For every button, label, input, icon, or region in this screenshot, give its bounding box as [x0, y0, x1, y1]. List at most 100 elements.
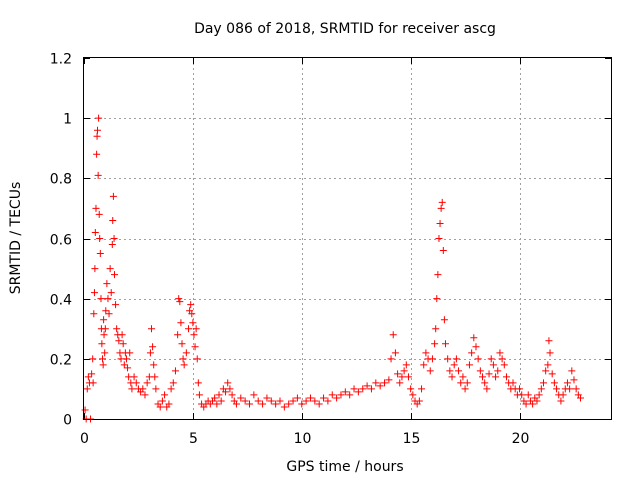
- data-point: [161, 391, 169, 399]
- data-point: [107, 289, 115, 297]
- data-point: [128, 385, 136, 393]
- data-point: [226, 385, 234, 393]
- data-point: [324, 397, 332, 405]
- data-point: [422, 349, 430, 357]
- data-point: [537, 385, 545, 393]
- data-point: [568, 367, 576, 375]
- data-point: [91, 265, 99, 273]
- data-point: [389, 331, 397, 339]
- data-point: [385, 376, 393, 384]
- data-point: [193, 355, 201, 363]
- data-point: [191, 343, 199, 351]
- data-point: [489, 361, 497, 369]
- data-point: [188, 310, 196, 318]
- data-point: [522, 400, 530, 408]
- data-point: [333, 394, 341, 402]
- data-point: [95, 210, 103, 218]
- data-point: [448, 373, 456, 381]
- data-point: [132, 379, 140, 387]
- data-point: [175, 295, 183, 303]
- data-point: [428, 355, 436, 363]
- data-point: [232, 400, 240, 408]
- data-point: [441, 340, 449, 348]
- data-point: [152, 385, 160, 393]
- data-point: [174, 331, 182, 339]
- data-point: [130, 373, 138, 381]
- data-point: [99, 355, 107, 363]
- y-tick-label: 0.6: [50, 233, 72, 249]
- data-point: [217, 397, 225, 405]
- data-point: [151, 373, 159, 381]
- data-point: [407, 385, 415, 393]
- data-point: [187, 301, 195, 309]
- data-point: [566, 385, 574, 393]
- data-point: [432, 325, 440, 333]
- data-point: [359, 385, 367, 393]
- data-point: [94, 126, 102, 134]
- data-point: [298, 400, 306, 408]
- y-tick-label: 0: [63, 413, 72, 429]
- data-point: [180, 361, 188, 369]
- data-point: [105, 310, 113, 318]
- x-tick-label: 10: [294, 431, 312, 447]
- data-point: [494, 367, 502, 375]
- data-point: [400, 367, 408, 375]
- data-point: [213, 400, 221, 408]
- data-point: [306, 394, 314, 402]
- data-point: [119, 340, 127, 348]
- data-point: [444, 355, 452, 363]
- data-point: [97, 295, 105, 303]
- data-point: [529, 400, 537, 408]
- data-point: [246, 400, 254, 408]
- data-point: [108, 241, 116, 249]
- data-point: [120, 361, 128, 369]
- x-tick-label: 15: [403, 431, 421, 447]
- data-point: [535, 391, 543, 399]
- data-point: [115, 337, 123, 345]
- data-point: [328, 391, 336, 399]
- data-point: [502, 373, 510, 381]
- grid: [84, 58, 611, 419]
- data-point: [577, 394, 585, 402]
- data-point: [446, 367, 454, 375]
- data-point: [431, 340, 439, 348]
- data-point: [341, 388, 349, 396]
- data-point: [165, 400, 173, 408]
- data-point: [439, 247, 447, 255]
- y-tick-label: 0.2: [50, 353, 72, 369]
- data-point: [498, 355, 506, 363]
- data-point: [459, 373, 467, 381]
- data-point: [185, 325, 193, 333]
- data-point: [455, 367, 463, 375]
- data-point: [381, 379, 389, 387]
- data-point: [363, 382, 371, 390]
- data-point: [487, 355, 495, 363]
- data-point: [241, 397, 249, 405]
- data-point: [100, 331, 108, 339]
- data-point: [415, 397, 423, 405]
- data-point: [110, 271, 118, 279]
- data-point: [483, 385, 491, 393]
- data-point: [398, 373, 406, 381]
- data-point: [89, 355, 97, 363]
- data-point: [263, 394, 271, 402]
- data-point: [450, 361, 458, 369]
- data-point: [156, 403, 164, 411]
- data-point: [376, 382, 384, 390]
- data-point: [84, 373, 92, 381]
- data-point: [91, 228, 99, 236]
- data-point: [440, 316, 448, 324]
- data-point: [167, 385, 175, 393]
- data-point: [126, 349, 134, 357]
- data-point: [146, 349, 154, 357]
- data-point: [418, 385, 426, 393]
- data-point: [524, 391, 532, 399]
- data-point: [563, 379, 571, 387]
- data-point: [106, 265, 114, 273]
- y-tick-label: 0.8: [50, 172, 72, 188]
- data-point: [437, 204, 445, 212]
- data-point: [402, 361, 410, 369]
- data-point: [90, 289, 98, 297]
- data-point: [452, 355, 460, 363]
- data-point: [237, 394, 245, 402]
